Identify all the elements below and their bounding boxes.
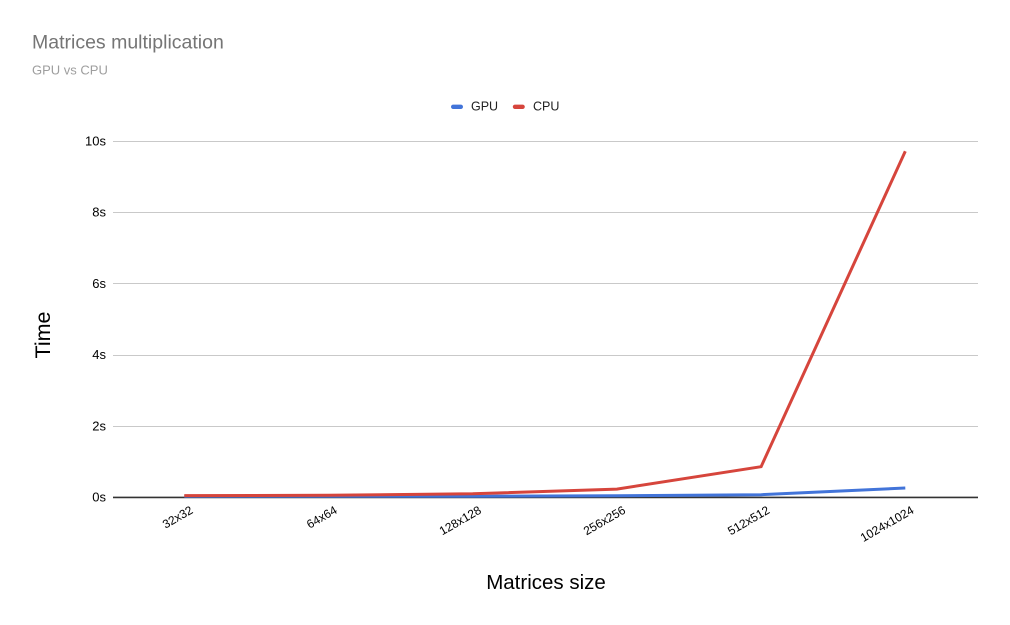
svg-text:Matrices size: Matrices size xyxy=(486,571,606,594)
svg-text:GPU vs CPU: GPU vs CPU xyxy=(32,63,108,78)
svg-text:4s: 4s xyxy=(92,347,106,362)
svg-text:8s: 8s xyxy=(92,205,106,220)
svg-text:Time: Time xyxy=(31,312,55,359)
svg-text:10s: 10s xyxy=(85,134,106,149)
svg-text:0s: 0s xyxy=(92,490,106,505)
svg-text:2s: 2s xyxy=(92,418,106,433)
svg-text:CPU: CPU xyxy=(533,100,559,114)
svg-text:6s: 6s xyxy=(92,276,106,291)
svg-text:GPU: GPU xyxy=(471,100,498,114)
svg-text:Matrices multiplication: Matrices multiplication xyxy=(32,32,224,54)
